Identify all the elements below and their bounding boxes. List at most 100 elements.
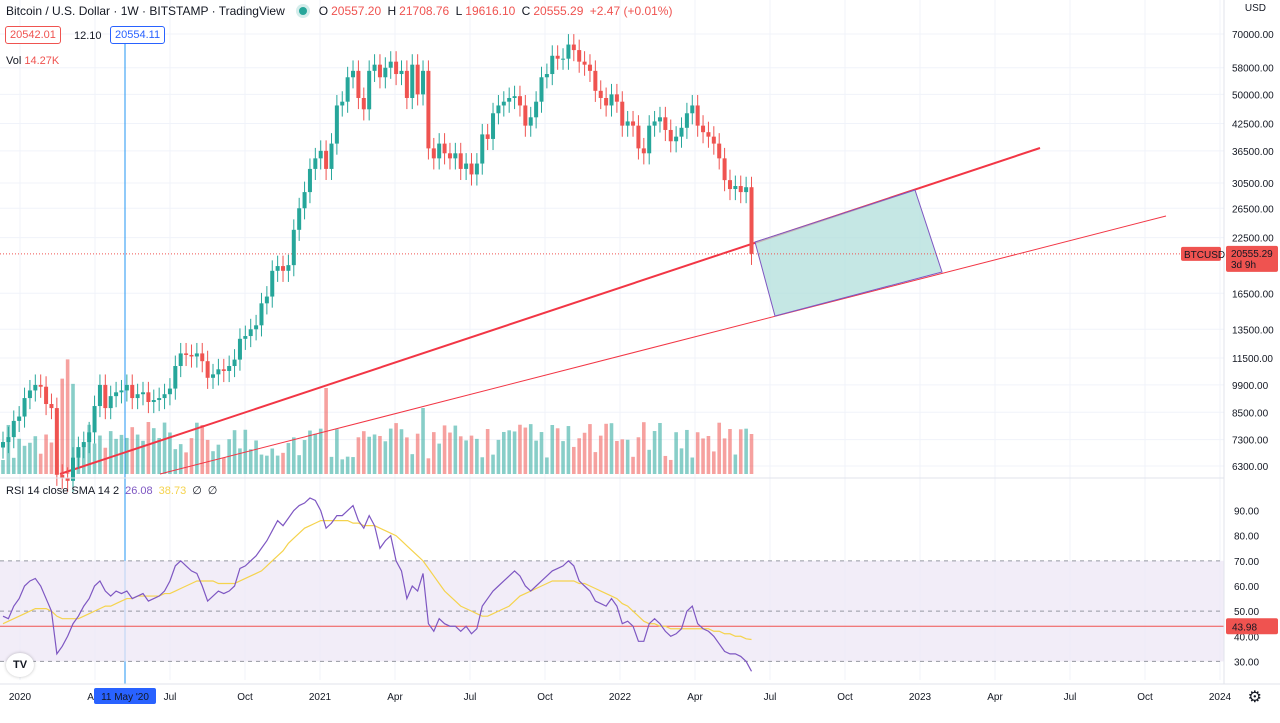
candle-body xyxy=(415,64,420,95)
candle-body xyxy=(248,329,253,337)
volume-bar xyxy=(22,445,27,474)
volume-bar xyxy=(566,426,571,474)
open-value: 20557.20 xyxy=(331,4,382,18)
candle-body xyxy=(237,338,242,360)
candle-body xyxy=(60,474,65,478)
candle-body xyxy=(464,163,469,169)
volume-bar xyxy=(49,442,54,474)
volume-bar xyxy=(496,439,501,474)
rsi-tick-label: 40.00 xyxy=(1234,632,1259,643)
volume-bar xyxy=(518,424,522,474)
volume-bar xyxy=(701,438,705,474)
candle-body xyxy=(474,163,479,175)
price-tick-label: 30500.00 xyxy=(1232,179,1274,190)
volume-bar xyxy=(652,431,657,474)
candle-body xyxy=(695,105,700,126)
time-tick-label: Oct xyxy=(1137,692,1153,703)
currency-selector[interactable]: USD xyxy=(1244,3,1266,14)
price-tick-label: 26500.00 xyxy=(1232,204,1274,215)
time-tick-label: Jul xyxy=(764,692,777,703)
candle-body xyxy=(17,416,22,421)
time-tick-label: Oct xyxy=(537,692,553,703)
candle-body xyxy=(367,70,372,110)
volume-bar xyxy=(372,434,377,474)
volume-bar xyxy=(523,427,528,474)
volume-bar xyxy=(685,429,689,474)
gear-icon[interactable]: ⚙ xyxy=(1247,689,1262,706)
candle-body xyxy=(706,132,711,137)
volume-bar xyxy=(103,447,108,474)
candle-body xyxy=(534,101,539,118)
candle-body xyxy=(733,186,738,190)
candle-body xyxy=(421,70,426,95)
candle-body xyxy=(151,400,156,403)
volume-bar xyxy=(432,432,436,474)
close-value: 20555.29 xyxy=(533,4,584,18)
candle-body xyxy=(620,101,625,126)
price-axis[interactable]: 70000.00 58000.00 50000.00 42500.00 36500.00… xyxy=(1181,0,1278,684)
candle-body xyxy=(216,369,221,375)
volume-bar xyxy=(168,432,172,474)
volume-bar xyxy=(528,424,533,474)
rsi-value: 26.08 xyxy=(125,484,153,497)
volume-bar xyxy=(221,457,226,474)
high-value: 21708.76 xyxy=(399,4,450,18)
candle-body xyxy=(124,384,129,391)
buy-price-button[interactable]: 20554.11 xyxy=(110,26,166,44)
tradingview-logo-icon[interactable]: TV xyxy=(6,653,34,677)
candle-body xyxy=(130,384,135,399)
time-tick-label: Jul xyxy=(164,692,177,703)
volume-bar xyxy=(636,437,641,474)
time-tick-label: Apr xyxy=(987,692,1003,703)
volume-bar xyxy=(151,428,156,474)
volume-bar xyxy=(475,438,479,474)
candle-body xyxy=(221,369,226,371)
price-tick-label: 6300.00 xyxy=(1232,462,1269,473)
trendlines[interactable] xyxy=(0,147,1224,475)
candle-body xyxy=(103,384,108,409)
volume-bar xyxy=(534,440,538,474)
volume-bar xyxy=(442,425,447,474)
price-tick-label: 50000.00 xyxy=(1232,90,1274,101)
time-tick-label: 2021 xyxy=(309,692,332,703)
change-value: +2.47 (+0.01%) xyxy=(589,4,673,18)
candle-body xyxy=(141,392,146,395)
volume-legend: Vol 14.27K xyxy=(6,55,60,67)
volume-bar xyxy=(550,424,555,474)
volume-bar xyxy=(162,422,167,474)
volume-bar xyxy=(448,432,452,474)
sell-price-button[interactable]: 20542.01 xyxy=(5,26,61,44)
rsi-tick-label: 50.00 xyxy=(1234,607,1259,618)
rsi-label[interactable]: RSI 14 close SMA 14 2 xyxy=(6,484,120,497)
rsi-tick-label: 70.00 xyxy=(1234,557,1259,568)
candle-body xyxy=(722,158,727,181)
candle-body xyxy=(711,136,716,144)
volume-bar xyxy=(582,432,587,474)
symbol-legend: Bitcoin / U.S. Dollar · 1W · BITSTAMP · … xyxy=(6,4,675,18)
price-tick-label: 22500.00 xyxy=(1232,234,1274,245)
volume-bar xyxy=(717,422,722,474)
time-axis[interactable]: 2020 Apr Jul Oct 2021 Apr Jul Oct 2022 Apr Jul Oct 2… xyxy=(0,683,1280,704)
symbol-title[interactable]: Bitcoin / U.S. Dollar · 1W · BITSTAMP · … xyxy=(6,4,285,18)
candle-body xyxy=(410,64,415,98)
candle-body xyxy=(324,150,329,169)
candle-body xyxy=(6,437,11,443)
candle-body xyxy=(92,406,97,433)
volume-bar xyxy=(658,422,662,474)
crosshair-date-bg xyxy=(94,688,156,704)
candle-body xyxy=(690,105,695,114)
candle-body xyxy=(512,96,517,98)
candle-body xyxy=(609,94,614,106)
volume-bar xyxy=(388,428,393,474)
candle-body xyxy=(167,388,172,395)
volume-bar xyxy=(464,440,468,474)
symbol-tag: BTCUSD xyxy=(1184,250,1225,261)
volume-bar xyxy=(141,440,145,474)
candle-body xyxy=(458,153,463,169)
candle-body xyxy=(178,353,183,367)
volume-bar xyxy=(744,428,748,474)
volume-bar xyxy=(38,453,43,474)
candle-body xyxy=(469,163,474,175)
volume-bar xyxy=(738,429,743,474)
